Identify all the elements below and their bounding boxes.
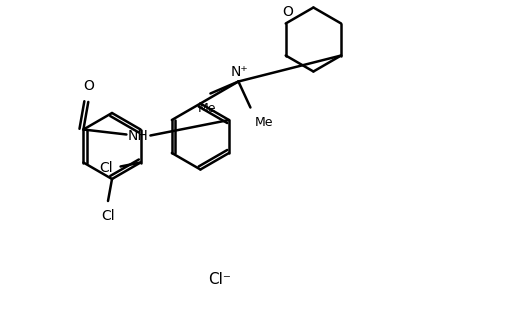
Text: N⁺: N⁺ [231,65,248,80]
Text: Me: Me [198,101,217,115]
Text: Cl: Cl [101,209,115,223]
Text: Me: Me [255,116,273,128]
Text: O: O [83,79,94,93]
Text: O: O [282,4,293,19]
Text: Cl: Cl [99,160,113,175]
Text: NH: NH [128,129,149,143]
Text: Cl⁻: Cl⁻ [209,272,231,287]
